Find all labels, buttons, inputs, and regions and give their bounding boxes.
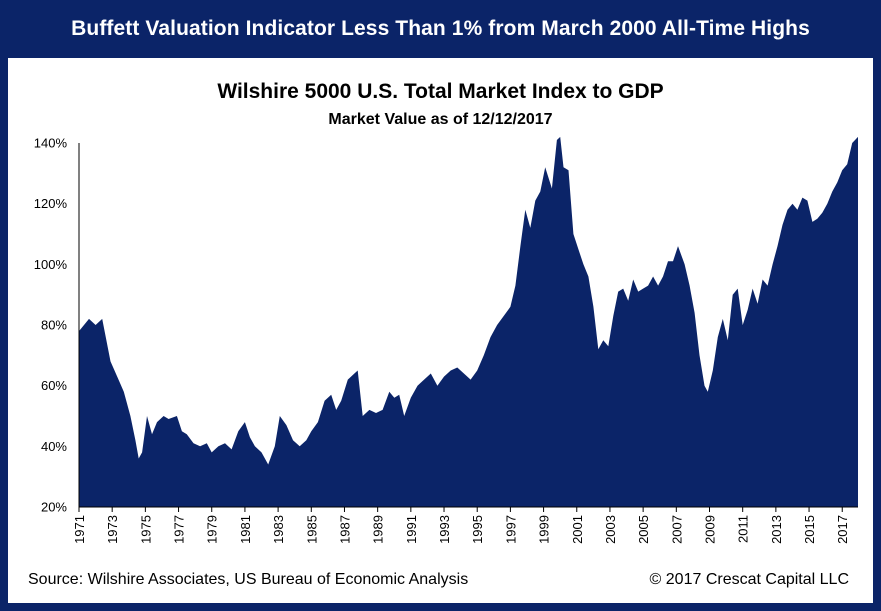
x-tick-label: 1991 bbox=[404, 515, 419, 544]
x-tick-label: 2011 bbox=[736, 515, 751, 543]
y-tick-label: 120% bbox=[34, 196, 68, 211]
x-tick-label: 1993 bbox=[437, 515, 452, 544]
x-tick-label: 2013 bbox=[769, 515, 784, 544]
x-tick-label: 1987 bbox=[337, 515, 352, 544]
x-tick-label: 1971 bbox=[72, 515, 87, 544]
x-tick-label: 2015 bbox=[802, 515, 817, 544]
chart-subtitle: Market Value as of 12/12/2017 bbox=[328, 111, 553, 128]
x-tick-label: 1999 bbox=[537, 515, 552, 544]
x-tick-label: 1997 bbox=[503, 515, 518, 544]
x-tick-label: 2007 bbox=[669, 515, 684, 544]
y-tick-label: 40% bbox=[41, 439, 67, 454]
x-tick-label: 1981 bbox=[238, 515, 253, 544]
chart-plot: 20%40%60%80%100%120%140% 1971 1973 1975 197… bbox=[34, 136, 858, 544]
area-series bbox=[79, 136, 858, 507]
x-tick-label: 2009 bbox=[703, 515, 718, 544]
x-tick-label: 1995 bbox=[470, 515, 485, 544]
y-tick-label: 20% bbox=[41, 500, 67, 515]
x-tick-label: 1983 bbox=[271, 515, 286, 544]
y-tick-label: 60% bbox=[41, 378, 67, 393]
x-tick-label: 2001 bbox=[570, 515, 585, 544]
x-tick-label: 2017 bbox=[835, 515, 850, 544]
x-tick-label: 2003 bbox=[603, 515, 618, 544]
banner-title: Buffett Valuation Indicator Less Than 1%… bbox=[71, 17, 810, 40]
chart-title: Wilshire 5000 U.S. Total Market Index to… bbox=[217, 80, 664, 103]
y-tick-label: 100% bbox=[34, 257, 68, 272]
x-axis-ticks: 1971 1973 1975 1977 1979 1981 1983 1985 1987 1989… bbox=[72, 507, 850, 544]
x-tick-label: 1989 bbox=[371, 515, 386, 544]
x-tick-label: 1979 bbox=[205, 515, 220, 544]
x-tick-label: 1973 bbox=[105, 515, 120, 544]
copyright-note: © 2017 Crescat Capital LLC bbox=[649, 571, 849, 588]
axes bbox=[78, 143, 858, 508]
x-tick-label: 2005 bbox=[636, 515, 651, 544]
chart-panel: 20% 40% 60% 80% 100% 120% 140% 1971 1973 1975 197… bbox=[8, 58, 873, 603]
y-tick-label: 140% bbox=[34, 136, 68, 151]
y-tick-label: 80% bbox=[41, 318, 67, 333]
x-tick-label: 1975 bbox=[138, 515, 153, 544]
y-axis-ticks: 20% 40% 60% 80% 100% 120% 140% bbox=[34, 136, 68, 515]
x-tick-label: 1985 bbox=[304, 515, 319, 544]
source-note: Source: Wilshire Associates, US Bureau o… bbox=[28, 571, 469, 588]
x-tick-label: 1977 bbox=[172, 515, 187, 544]
